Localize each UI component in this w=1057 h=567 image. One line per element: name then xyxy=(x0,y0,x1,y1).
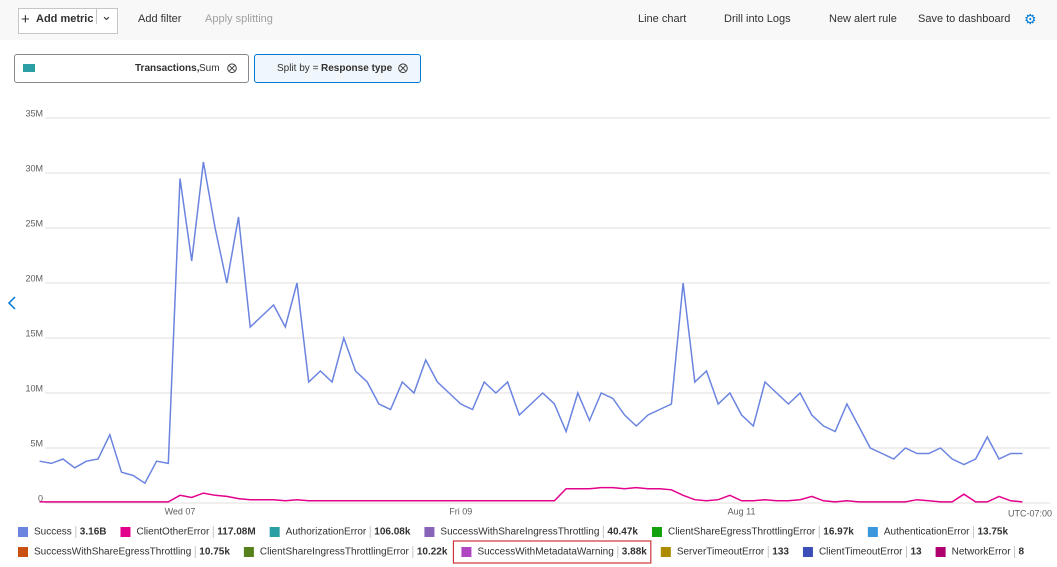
y-tick-label: 5M xyxy=(30,438,43,448)
add-metric-button[interactable] xyxy=(18,8,118,34)
legend-swatch xyxy=(935,547,946,557)
legend-name: AuthorizationError xyxy=(286,527,367,538)
legend-total: 3.16B xyxy=(80,527,107,538)
split-prefix: Split by = xyxy=(277,63,319,74)
dropdown[interactable]: ⌄ xyxy=(96,8,112,24)
legend-swatch xyxy=(243,547,254,557)
legend-total: 13 xyxy=(911,547,923,558)
legend-name: ClientShareIngressThrottlingError xyxy=(260,547,410,558)
legend-total: 117.08M xyxy=(217,527,255,538)
close[interactable]: ⨂ xyxy=(227,63,237,74)
legend-total: 40.47k xyxy=(607,527,638,538)
new-alert[interactable]: New alert rule xyxy=(829,13,897,25)
legend-total: 8 xyxy=(1019,547,1025,558)
line xyxy=(39,486,1023,503)
legend-name: AuthenticationError xyxy=(884,527,970,538)
add-metric[interactable]: Add metric xyxy=(36,13,94,25)
legend-name: SuccessWithShareIngressThrottling xyxy=(440,527,599,538)
legend-total: 3.88k xyxy=(622,547,647,558)
prev-arrow[interactable] xyxy=(7,296,16,310)
legend-swatch xyxy=(660,547,671,557)
legend-total: 13.75k xyxy=(977,527,1008,538)
x-tick-label: Wed 07 xyxy=(165,506,196,516)
x-tick-label: Aug 11 xyxy=(728,506,756,516)
legend-total: 16.97k xyxy=(823,527,854,538)
icon xyxy=(23,64,35,72)
legend-swatch xyxy=(269,527,280,537)
y-tick-label: 20M xyxy=(25,273,43,283)
settings[interactable]: ⚙ xyxy=(1024,11,1037,27)
legend-swatch xyxy=(424,527,435,537)
close[interactable]: ⨂ xyxy=(398,63,408,74)
legend-name: Success xyxy=(34,527,72,538)
legend-name: SuccessWithShareEgressThrottling xyxy=(34,547,191,558)
legend-swatch xyxy=(867,527,878,537)
split-value: Response type xyxy=(321,63,393,74)
apply-splitting[interactable]: Apply splitting xyxy=(205,13,273,25)
highlight-box xyxy=(452,540,652,564)
y-tick-label: 0 xyxy=(38,493,43,503)
legend-total: 106.08k xyxy=(374,527,411,538)
metric: Transactions, xyxy=(135,63,200,74)
y-tick-label: 25M xyxy=(25,218,43,228)
aggregation: Sum xyxy=(199,63,220,74)
x-tick-label: Fri 09 xyxy=(449,506,472,516)
plus-icon: + xyxy=(21,11,30,28)
legend-swatch xyxy=(120,527,131,537)
metric-pill[interactable]: Transactions, Sum ⨂ xyxy=(14,54,249,83)
line xyxy=(39,161,1023,485)
legend-name: ClientOtherError xyxy=(136,527,209,538)
legend-swatch xyxy=(802,547,813,557)
legend-swatch xyxy=(651,527,662,537)
legend-name: NetworkError xyxy=(952,547,1012,558)
legend-name: ClientShareEgressThrottlingError xyxy=(668,527,816,538)
legend-total: 10.22k xyxy=(417,547,448,558)
legend-swatch xyxy=(461,547,472,557)
legend-name: SuccessWithMetadataWarning xyxy=(477,547,613,558)
line-chart[interactable]: Line chart xyxy=(638,13,687,25)
y-tick-label: 15M xyxy=(25,328,43,338)
legend-name: ClientTimeoutError xyxy=(819,547,903,558)
drill-logs[interactable]: Drill into Logs xyxy=(724,13,791,25)
toolbar: + Add metric ⌄ Add filter Apply splittin… xyxy=(0,0,1057,40)
y-tick-label: 10M xyxy=(25,383,43,393)
legend-total: 133 xyxy=(772,547,789,558)
y-tick-label: 30M xyxy=(25,163,43,173)
timezone: UTC-07:00 xyxy=(1008,508,1052,518)
split-pill[interactable]: Split by = Response type ⨂ xyxy=(254,54,421,83)
save-dashboard[interactable]: Save to dashboard xyxy=(918,13,1011,25)
legend-swatch xyxy=(18,547,28,557)
legend-total: 10.75k xyxy=(199,547,230,558)
add-filter[interactable]: Add filter xyxy=(138,13,182,25)
y-tick-label: 35M xyxy=(25,108,43,118)
legend-name: ServerTimeoutError xyxy=(677,547,765,558)
legend-swatch xyxy=(18,527,28,537)
